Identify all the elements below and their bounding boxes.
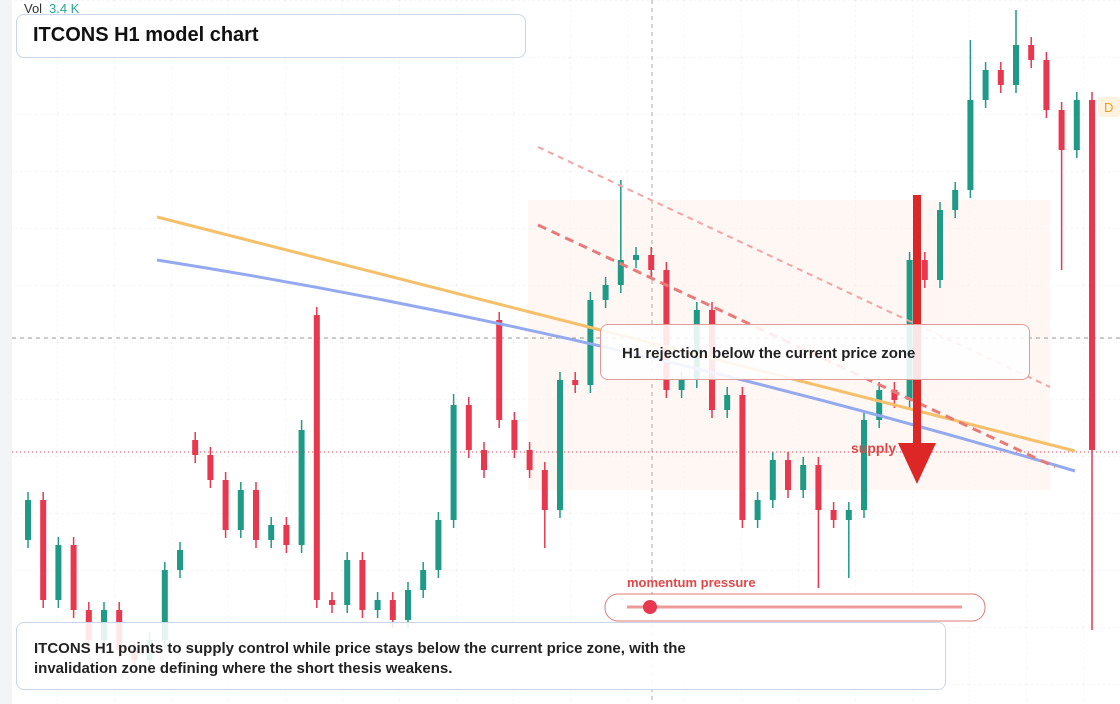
candle-body bbox=[283, 525, 290, 545]
arrow-head bbox=[898, 443, 936, 484]
candle-body bbox=[1089, 100, 1095, 450]
candle-body bbox=[845, 510, 852, 520]
candle-body bbox=[1013, 45, 1019, 85]
candle-body bbox=[526, 450, 533, 470]
candle-body bbox=[450, 405, 457, 520]
candle-body bbox=[374, 600, 381, 610]
candle-body bbox=[237, 490, 244, 530]
candle-body bbox=[1028, 45, 1035, 60]
candle-body bbox=[769, 460, 776, 500]
callout: H1 rejection below the current price zon… bbox=[622, 345, 916, 362]
candle-body bbox=[481, 450, 487, 470]
candle-body bbox=[207, 455, 214, 480]
candle-body bbox=[465, 405, 472, 450]
candle-body bbox=[967, 100, 974, 190]
candle-body bbox=[313, 315, 320, 600]
candle-body bbox=[40, 500, 47, 600]
candle-body bbox=[1043, 60, 1050, 110]
footer-box: ITCONS H1 points to supply control while… bbox=[16, 622, 946, 690]
candle-body bbox=[344, 560, 351, 605]
callout-box: H1 rejection below the current price zon… bbox=[600, 324, 1030, 380]
candle-body bbox=[253, 490, 259, 540]
candle-body bbox=[861, 420, 867, 510]
candle-body bbox=[70, 545, 77, 610]
candle-body bbox=[268, 525, 275, 540]
candle-body bbox=[420, 570, 427, 590]
candle-body bbox=[891, 390, 898, 400]
candle-body bbox=[830, 510, 837, 520]
candle-body bbox=[511, 420, 518, 450]
candle-body bbox=[815, 465, 822, 510]
candle-body bbox=[541, 470, 548, 510]
marker: D bbox=[1104, 100, 1113, 115]
candle-body bbox=[192, 440, 199, 455]
marker-box bbox=[1098, 97, 1120, 117]
title: ITCONS H1 model chart bbox=[33, 24, 259, 46]
candle-body bbox=[800, 465, 807, 490]
candle-body bbox=[25, 500, 31, 540]
candle-body bbox=[602, 285, 609, 300]
candle-body bbox=[937, 210, 943, 280]
candle-body bbox=[161, 570, 168, 640]
candle-body bbox=[724, 395, 731, 410]
candle-body bbox=[435, 520, 442, 570]
candle-body bbox=[754, 500, 761, 520]
candle-body bbox=[617, 260, 624, 285]
candle-body bbox=[678, 380, 685, 390]
candle-body bbox=[557, 380, 563, 510]
candle-body bbox=[405, 590, 411, 620]
candle-body bbox=[359, 560, 366, 610]
candle-body bbox=[921, 260, 928, 280]
candle-body bbox=[177, 550, 183, 570]
gauge-label: momentum pressure bbox=[627, 575, 756, 590]
title-box: ITCONS H1 model chart bbox=[16, 14, 526, 58]
left-edge bbox=[0, 0, 12, 704]
candle-body bbox=[1058, 110, 1065, 150]
candle-body bbox=[496, 320, 503, 420]
candle-body bbox=[982, 70, 989, 100]
candle-body bbox=[739, 395, 746, 520]
candle-body bbox=[1073, 100, 1080, 150]
candle-body bbox=[633, 255, 639, 260]
candle-body bbox=[389, 600, 396, 620]
volume-value: 3.4 K bbox=[49, 1, 80, 16]
footer: ITCONS H1 points to supply control while… bbox=[34, 640, 686, 677]
candle-body bbox=[298, 430, 305, 545]
candle-body bbox=[572, 380, 579, 385]
volume-label: Vol bbox=[24, 1, 42, 16]
candle-body bbox=[222, 480, 229, 530]
candle-body bbox=[785, 460, 791, 490]
candle-body bbox=[648, 255, 655, 270]
candle-body bbox=[997, 70, 1004, 85]
zone-label: supply bbox=[851, 440, 896, 456]
candle-body bbox=[55, 545, 62, 600]
candle-body bbox=[876, 390, 883, 420]
candle-body bbox=[329, 600, 335, 605]
gauge-knob bbox=[643, 600, 657, 614]
candle-body bbox=[952, 190, 959, 210]
